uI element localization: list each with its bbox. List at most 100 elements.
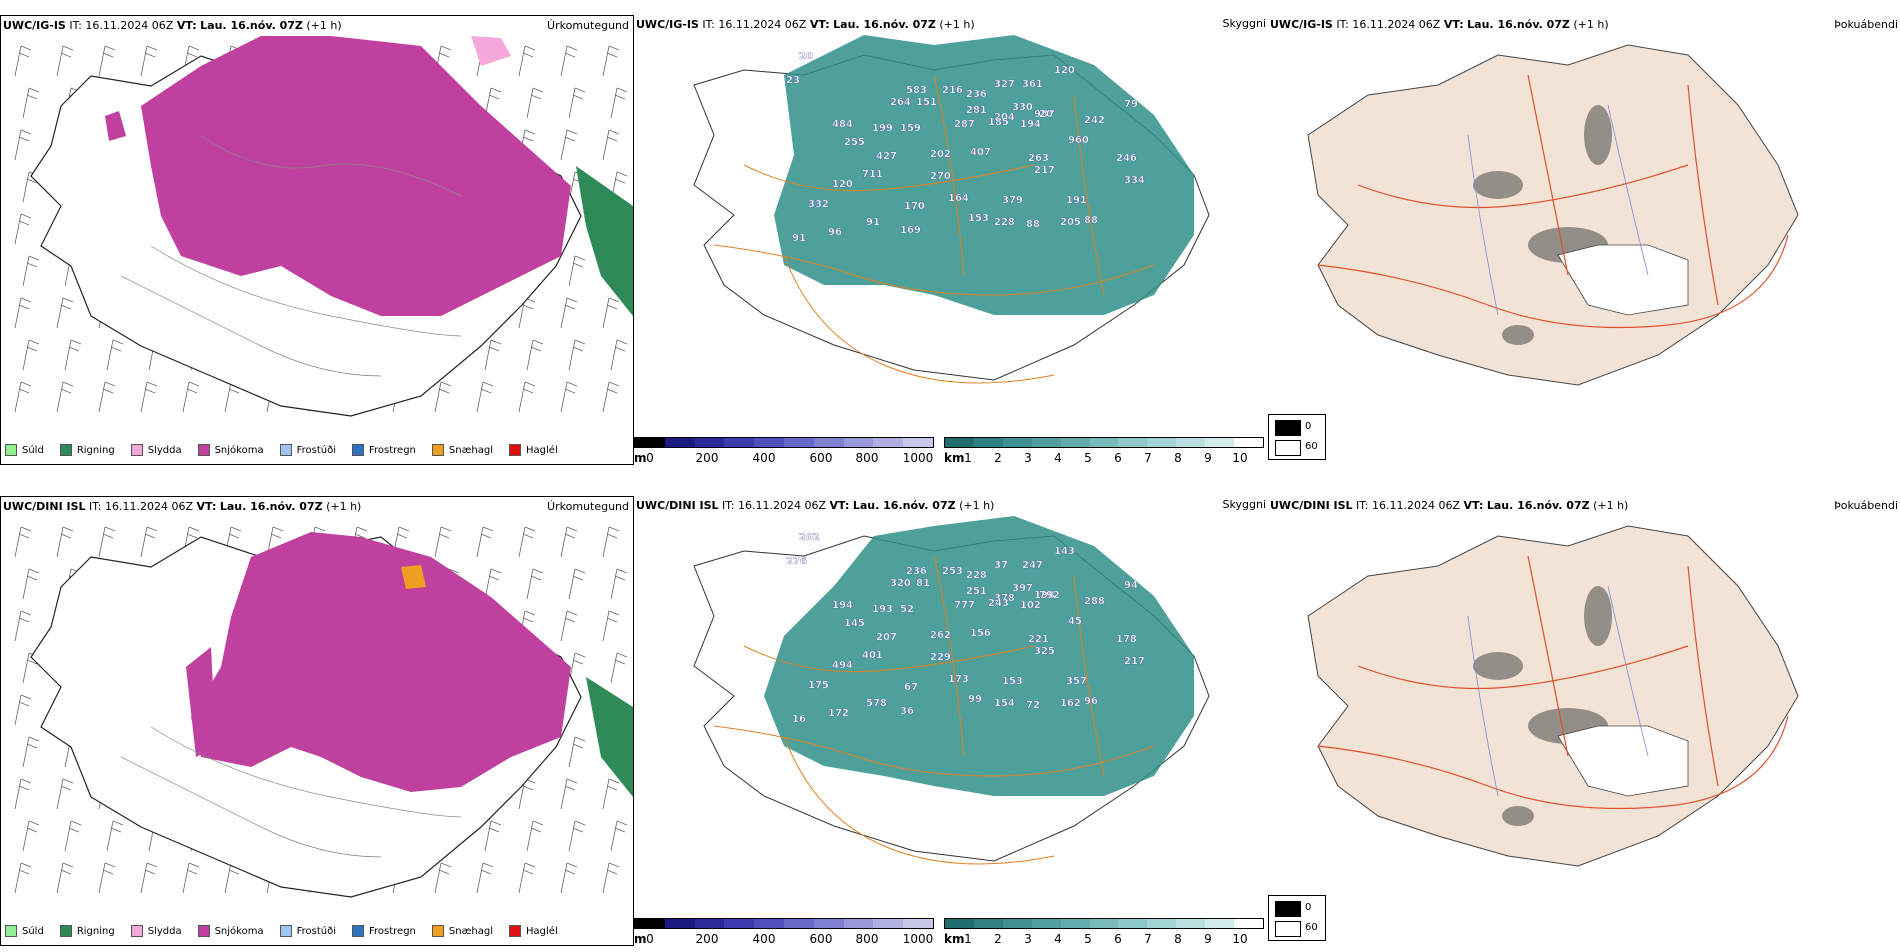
visibility-value-label: 777 — [954, 600, 975, 611]
init-label: IT: — [69, 19, 82, 32]
wind-barb — [56, 862, 74, 894]
visibility-value-label: 228 — [966, 570, 987, 581]
colorbar-segment — [973, 438, 1003, 447]
roads — [713, 74, 1155, 384]
wind-barb — [610, 652, 628, 684]
colorbar-segment — [1060, 438, 1090, 447]
wind-barb — [106, 820, 124, 852]
visibility-value-label: 334 — [1124, 175, 1145, 186]
roads — [1317, 555, 1789, 810]
visibility-value-label: 264 — [890, 97, 911, 108]
visibility-bar — [944, 437, 1264, 448]
colorbar-segment — [945, 919, 974, 928]
colorbar-segment — [903, 919, 933, 928]
wind-barb — [526, 820, 544, 852]
visibility-value-label: 255 — [844, 137, 865, 148]
visibility-value-label: 401 — [862, 650, 883, 661]
legend-swatch — [130, 925, 143, 937]
legend-item: Rigning — [59, 444, 115, 456]
visibility-panel-1: UWC/IG-IS IT: 16.11.2024 06Z VT: Lau. 16… — [634, 15, 1270, 465]
colorbar-segment — [873, 438, 904, 447]
visibility-unit: km — [944, 451, 965, 465]
legend-item: Haglél — [509, 925, 558, 937]
visibility-value-label: 427 — [876, 151, 897, 162]
visibility-tick: 9 — [1204, 451, 1212, 465]
precip-map — [14, 526, 633, 898]
wind-barb — [64, 820, 82, 852]
rain-area — [576, 166, 633, 316]
height-colorbar-1: m 0 200 400 600 800 1000 — [634, 437, 934, 471]
wind-barb — [518, 526, 536, 558]
legend-item: Frostúði — [279, 444, 336, 456]
visibility-value-label: 185 — [988, 117, 1009, 128]
visibility-tick: 8 — [1174, 451, 1182, 465]
visibility-value-label: 20 — [799, 51, 813, 62]
visibility-value-label: 217 — [1124, 656, 1145, 667]
colorbar-segment — [813, 919, 844, 928]
wind-barb — [602, 381, 620, 413]
wind-barb — [14, 694, 32, 726]
visibility-value-label: 327 — [994, 79, 1015, 90]
visibility-value-label: 494 — [832, 660, 853, 671]
visibility-unit: km — [944, 932, 965, 946]
fog-swatch-dark — [1275, 901, 1301, 917]
visibility-value-label: 120 — [832, 179, 853, 190]
legend-item: Frostregn — [352, 444, 416, 456]
wind-barb — [568, 87, 586, 119]
visibility-value-label: 88 — [1026, 219, 1040, 230]
visibility-value-label: 37 — [994, 560, 1008, 571]
colorbar-segment — [724, 438, 755, 447]
visibility-value-label: 191 — [1066, 195, 1087, 206]
legend-item: Rigning — [59, 925, 115, 937]
wind-barb — [22, 736, 40, 768]
wind-barb — [14, 778, 32, 810]
visibility-value-label: 164 — [948, 193, 969, 204]
fog-shading — [1473, 586, 1612, 826]
wind-barb — [602, 45, 620, 77]
visibility-value-label: 379 — [1002, 195, 1023, 206]
legend-item: Súld — [5, 444, 44, 456]
visibility-tick: 10 — [1232, 932, 1248, 946]
wind-barb — [568, 736, 586, 768]
visibility-value-label: 332 — [808, 199, 829, 210]
model-name: UWC/DINI ISL — [3, 500, 86, 513]
wind-barb — [568, 820, 586, 852]
wind-barb — [22, 255, 40, 287]
visibility-value-label: 217 — [1034, 165, 1055, 176]
visibility-value-label: 987 — [1034, 109, 1055, 120]
sleet-area — [471, 36, 511, 66]
wind-barb — [602, 778, 620, 810]
visibility-tick: 2 — [994, 451, 1002, 465]
visibility-value-label: 205 — [1060, 217, 1081, 228]
colorbar-segment — [664, 919, 695, 928]
legend-swatch — [197, 444, 210, 456]
height-bar — [634, 437, 934, 448]
wind-barb — [560, 129, 578, 161]
legend-swatch — [431, 925, 444, 937]
wind-barb — [484, 568, 502, 600]
wind-barb — [518, 862, 536, 894]
visibility-tick: 4 — [1054, 932, 1062, 946]
height-tick: 400 — [752, 932, 776, 946]
wind-barb — [182, 862, 200, 894]
visibility-tick: 5 — [1084, 932, 1092, 946]
wind-barb — [560, 610, 578, 642]
visibility-value-label: 96 — [828, 227, 842, 238]
visibility-value-label: 52 — [900, 604, 914, 615]
snow-area — [141, 36, 571, 316]
visibility-title: Skyggni — [1222, 17, 1266, 30]
wind-barb — [610, 87, 628, 119]
fog-panel-1: UWC/IG-IS IT: 16.11.2024 06Z VT: Lau. 16… — [1268, 15, 1900, 465]
visibility-value-label: 202 — [799, 532, 820, 543]
wind-barb — [98, 526, 116, 558]
height-bar — [634, 918, 934, 929]
wind-barb — [602, 526, 620, 558]
visibility-value-label: 578 — [866, 698, 887, 709]
colorbar-segment — [1089, 919, 1119, 928]
legend-item: Snjókoma — [197, 925, 264, 937]
height-unit: m — [634, 451, 647, 465]
visibility-tick: 3 — [1024, 932, 1032, 946]
visibility-value-label: 216 — [942, 85, 963, 96]
